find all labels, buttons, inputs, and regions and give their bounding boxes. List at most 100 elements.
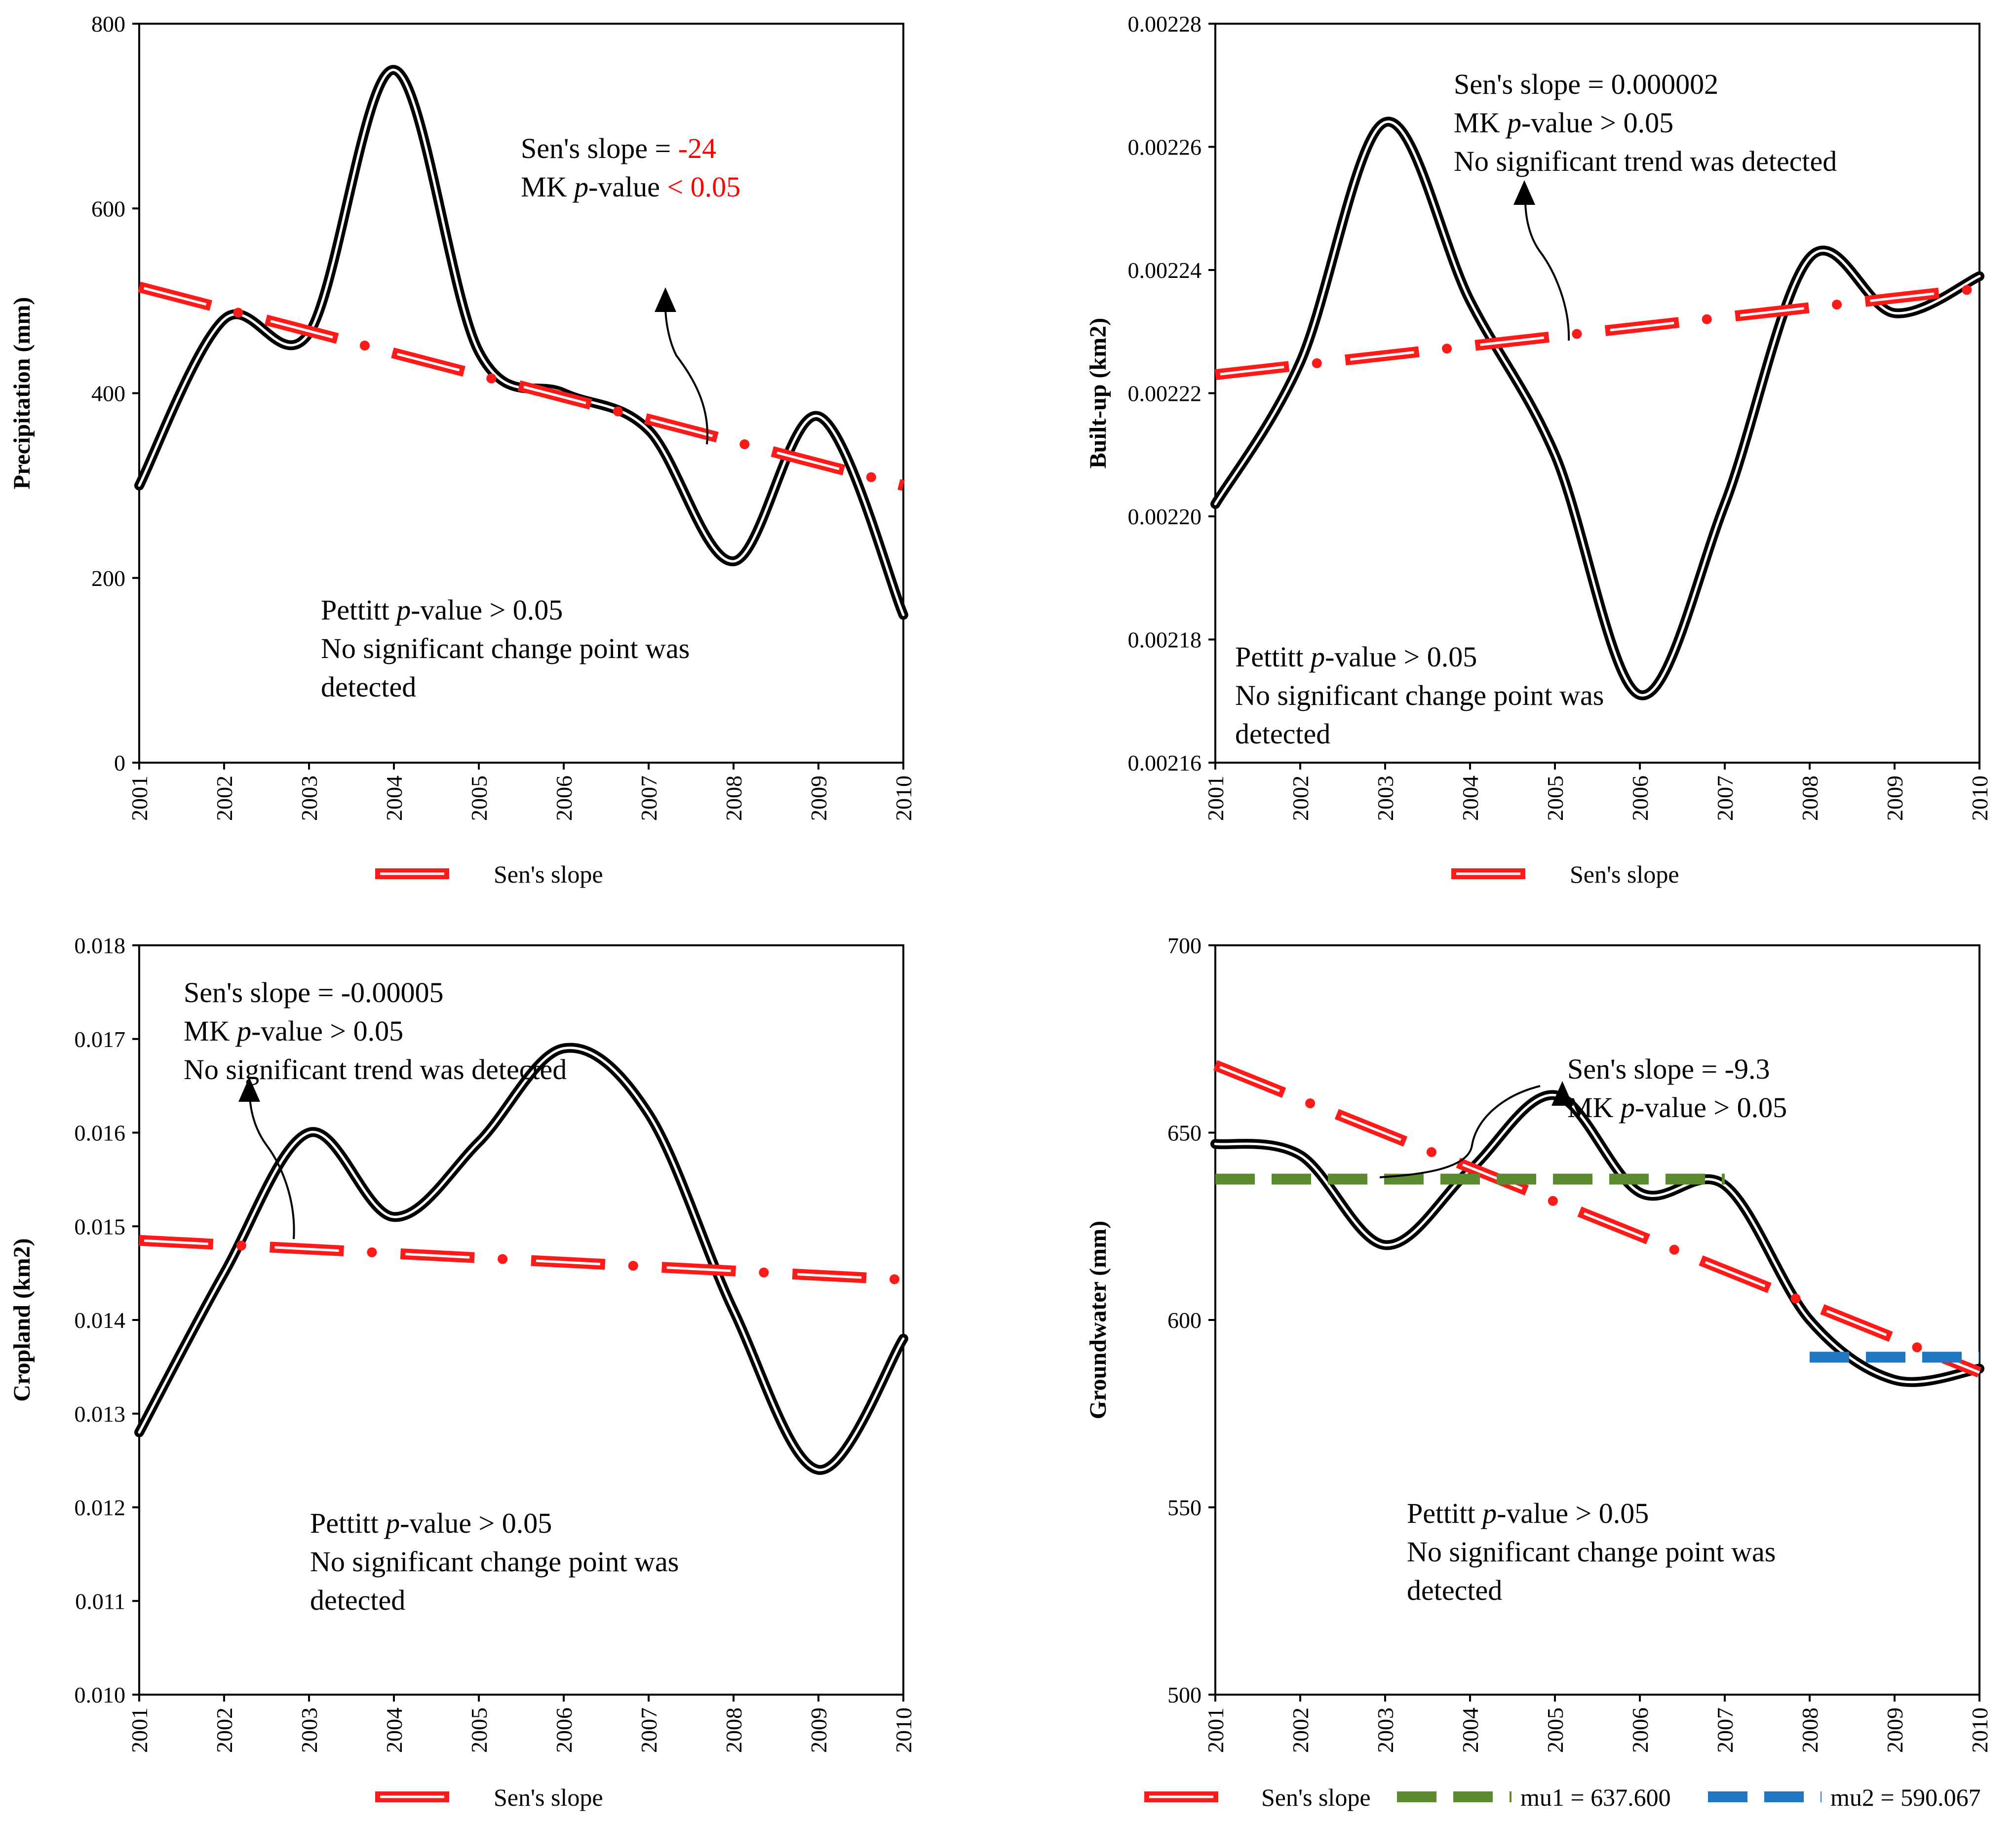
x-tick-label: 2005 xyxy=(1543,1707,1568,1753)
pettitt-annotation-line-part: Pettitt xyxy=(1407,1497,1482,1529)
pettitt-annotation-line: Pettitt p-value > 0.05 xyxy=(1407,1497,1649,1529)
x-tick-label: 2005 xyxy=(466,1707,492,1753)
sen-s-slope-line xyxy=(134,1235,908,1285)
observed-series-line xyxy=(134,1043,908,1475)
y-tick-label: 0.00226 xyxy=(1128,135,1202,160)
pettitt-annotation-line: No significant change point was xyxy=(1407,1536,1776,1568)
x-tick-label: 2010 xyxy=(1967,1707,1992,1753)
annotation-arrow xyxy=(655,287,708,445)
x-tick-label: 2004 xyxy=(382,1707,407,1753)
pettitt-annotation-line: No significant change point was xyxy=(1235,679,1604,711)
x-tick-label: 2002 xyxy=(212,775,237,821)
y-tick-label: 0.00228 xyxy=(1128,11,1202,37)
x-tick-label: 2007 xyxy=(636,775,661,821)
trend-annotation-line-part: p xyxy=(572,171,588,203)
x-tick-label: 2010 xyxy=(891,1707,916,1753)
pettitt-annotation-line-part: -value > 0.05 xyxy=(1497,1497,1649,1529)
pettitt-annotation-line-part: Pettitt xyxy=(321,594,396,626)
x-tick-label: 2004 xyxy=(382,775,407,821)
x-tick-label: 2005 xyxy=(1543,775,1568,821)
pettitt-annotation-line-part: Pettitt xyxy=(310,1507,386,1539)
observed-series-line xyxy=(1210,1090,1984,1387)
pettitt-annotation-line-part: No significant change point was xyxy=(310,1546,679,1578)
y-tick-label: 0.012 xyxy=(75,1495,126,1520)
pettitt-annotation-line: Pettitt p-value > 0.05 xyxy=(321,594,563,626)
x-tick-label: 2007 xyxy=(636,1707,661,1753)
pettitt-annotation-line: Pettitt p-value > 0.05 xyxy=(1235,641,1477,673)
x-tick-label: 2004 xyxy=(1458,1707,1483,1753)
trend-annotation-line-part: p xyxy=(1619,1091,1635,1124)
trend-annotation-line-part: Sen's slope = -0.00005 xyxy=(184,976,443,1008)
legend-label: Sen's slope xyxy=(1261,1783,1371,1811)
x-tick-label: 2009 xyxy=(806,1707,831,1753)
x-tick-label: 2008 xyxy=(721,1707,746,1753)
trend-annotation-line: Sen's slope = -0.00005 xyxy=(184,976,443,1008)
pettitt-annotation-line-part: p xyxy=(1309,641,1325,673)
legend-label: mu1 = 637.600 xyxy=(1520,1783,1671,1811)
y-tick-label: 650 xyxy=(1167,1121,1202,1146)
trend-annotation-line-part: p xyxy=(235,1015,251,1047)
y-tick-label: 0.010 xyxy=(75,1682,126,1707)
pettitt-annotation-line-part: Pettitt xyxy=(1235,641,1311,673)
x-tick-label: 2008 xyxy=(1797,775,1822,821)
legend-label: Sen's slope xyxy=(1570,860,1679,888)
pettitt-annotation-line-part: detected xyxy=(1235,718,1330,750)
observed-series-line xyxy=(134,65,908,620)
pettitt-annotation-line-part: detected xyxy=(1407,1574,1502,1606)
y-axis-label: Precipitation (mm) xyxy=(9,297,35,490)
groundwater-legend: Sen's slope mu1 = 637.600 mu2 = 590.067 xyxy=(1139,1783,1981,1811)
x-tick-label: 2004 xyxy=(1458,775,1483,821)
x-tick-label: 2006 xyxy=(1628,1707,1653,1753)
pettitt-annotation-line-part: p xyxy=(1480,1497,1497,1529)
y-tick-label: 0.00218 xyxy=(1128,627,1202,653)
pettitt-annotation-line-part: No significant change point was xyxy=(321,632,690,664)
x-tick-label: 2008 xyxy=(1797,1707,1822,1753)
y-tick-label: 0.017 xyxy=(75,1027,126,1052)
x-tick-label: 2010 xyxy=(1967,775,1992,821)
sen-s-slope-line xyxy=(134,281,908,491)
x-tick-label: 2007 xyxy=(1712,1707,1738,1753)
pettitt-annotation-line-part: detected xyxy=(310,1584,405,1616)
trend-annotation-line-part: -value xyxy=(588,171,667,203)
legend-label: mu2 = 590.067 xyxy=(1830,1783,1981,1811)
precipitation-chart: 0 200 400 600 800 2001 2002 2003 2004 2005 2006 200… xyxy=(9,11,916,888)
x-tick-label: 2002 xyxy=(1288,1707,1313,1753)
trend-annotation-line: MK p-value < 0.05 xyxy=(521,171,740,203)
trend-annotation-line-part: MK xyxy=(1567,1091,1621,1124)
trend-annotation-line: MK p-value > 0.05 xyxy=(184,1015,403,1047)
x-tick-label: 2009 xyxy=(806,775,831,821)
y-tick-label: 0.013 xyxy=(75,1401,126,1427)
annotation-arrow xyxy=(238,1077,295,1240)
pettitt-annotation-line: detected xyxy=(1407,1574,1502,1606)
y-tick-label: 0.00220 xyxy=(1128,504,1202,529)
sen-s-slope-line xyxy=(1210,1060,1984,1378)
pettitt-annotation-line-part: No significant change point was xyxy=(1235,679,1604,711)
trend-annotation-line-part: Sen's slope = xyxy=(521,132,678,164)
pettitt-annotation-line: detected xyxy=(310,1584,405,1616)
trend-annotation-line-part: Sen's slope = -9.3 xyxy=(1567,1053,1770,1085)
pettitt-annotation-line-part: detected xyxy=(321,671,416,703)
builtup-chart: 0.00216 0.00218 0.00220 0.00222 0.00224 0.002… xyxy=(1085,11,1992,888)
y-tick-label: 0.016 xyxy=(75,1121,126,1146)
trend-annotation-line-part: < 0.05 xyxy=(667,171,740,203)
pettitt-annotation-line-part: p xyxy=(394,594,411,626)
trend-annotation-line-part: MK xyxy=(184,1015,237,1047)
y-tick-label: 0.014 xyxy=(75,1308,126,1333)
x-tick-label: 2006 xyxy=(551,1707,577,1753)
pettitt-annotation-line-part: p xyxy=(384,1507,400,1539)
trend-annotation-line-part: -value > 0.05 xyxy=(1635,1091,1787,1124)
x-tick-label: 2001 xyxy=(127,1707,152,1753)
x-tick-label: 2003 xyxy=(1373,1707,1398,1753)
pettitt-annotation-line: detected xyxy=(1235,718,1330,750)
x-tick-label: 2006 xyxy=(1628,775,1653,821)
y-tick-label: 600 xyxy=(91,196,125,221)
x-tick-label: 2005 xyxy=(466,775,492,821)
annotation-arrow xyxy=(1513,180,1570,341)
y-axis-label: Built-up (km2) xyxy=(1085,318,1111,468)
pettitt-annotation-line: Pettitt p-value > 0.05 xyxy=(310,1507,552,1539)
y-axis-label: Cropland (km2) xyxy=(9,1238,35,1401)
x-tick-label: 2010 xyxy=(891,775,916,821)
pettitt-annotation-line: No significant change point was xyxy=(310,1546,679,1578)
pettitt-annotation-line-part: -value > 0.05 xyxy=(400,1507,552,1539)
